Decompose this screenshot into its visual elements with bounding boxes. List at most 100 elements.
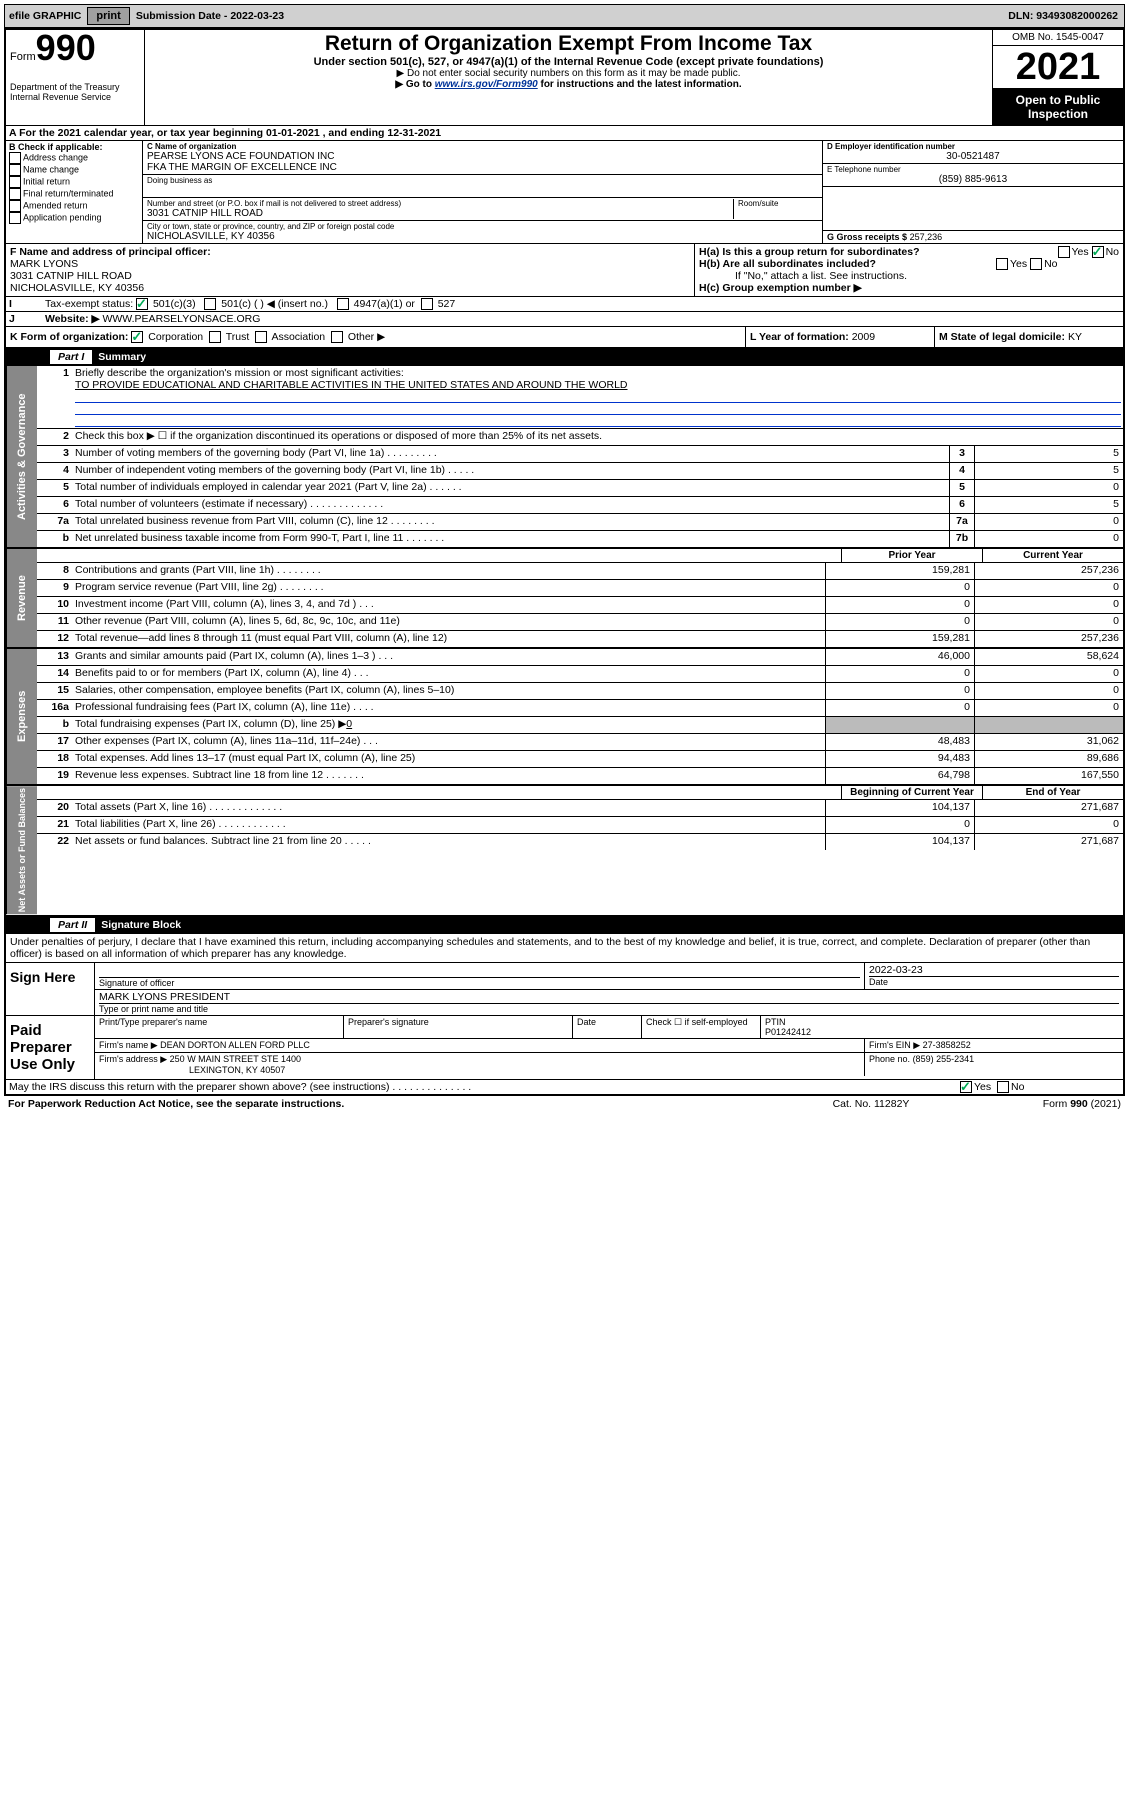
l10-text: Investment income (Part VIII, column (A)…: [73, 597, 825, 613]
l8-prior: 159,281: [825, 563, 974, 579]
expenses: Expenses 13Grants and similar amounts pa…: [6, 647, 1123, 784]
efile-label: efile GRAPHIC: [5, 10, 85, 22]
cb-other[interactable]: [331, 331, 343, 343]
l3-val: 5: [974, 446, 1123, 462]
ha-yes[interactable]: [1058, 246, 1070, 258]
l8-text: Contributions and grants (Part VIII, lin…: [73, 563, 825, 579]
opt-assoc: Association: [271, 331, 325, 343]
prep-name-lbl: Print/Type preparer's name: [95, 1016, 344, 1038]
secb-label: Check if applicable:: [18, 142, 103, 152]
l15-curr: 0: [974, 683, 1123, 699]
print-button[interactable]: print: [87, 7, 129, 25]
checkbox-amended[interactable]: [9, 200, 21, 212]
cb-corp[interactable]: [131, 331, 143, 343]
name-lbl: C Name of organization: [147, 142, 818, 151]
checkbox-pending[interactable]: [9, 212, 21, 224]
form-container: Form990 Department of the Treasury Inter…: [4, 28, 1125, 1096]
l16a-curr: 0: [974, 700, 1123, 716]
discuss-yes[interactable]: [960, 1081, 972, 1093]
l9-prior: 0: [825, 580, 974, 596]
l17-curr: 31,062: [974, 734, 1123, 750]
section-i: I Tax-exempt status: 501(c)(3) 501(c) ( …: [6, 296, 1123, 311]
discuss-no[interactable]: [997, 1081, 1009, 1093]
section-a: A For the 2021 calendar year, or tax yea…: [6, 125, 1123, 140]
checkbox-initial[interactable]: [9, 176, 21, 188]
cb-527[interactable]: [421, 298, 433, 310]
yes-txt: Yes: [1072, 246, 1089, 258]
omb: OMB No. 1545-0047: [993, 30, 1123, 46]
hb-no[interactable]: [1030, 258, 1042, 270]
line16a: 16aProfessional fundraising fees (Part I…: [37, 699, 1123, 716]
line6: 6Total number of volunteers (estimate if…: [37, 496, 1123, 513]
dba-lbl: Doing business as: [147, 176, 818, 185]
rev-head: Prior YearCurrent Year: [37, 549, 1123, 562]
opt-final: Final return/terminated: [23, 188, 114, 198]
firm-addr-lbl: Firm's address ▶: [99, 1054, 167, 1064]
line3: 3Number of voting members of the governi…: [37, 445, 1123, 462]
l12-curr: 257,236: [974, 631, 1123, 647]
dept-text: Department of the Treasury Internal Reve…: [10, 82, 140, 102]
l16b-prior: [825, 717, 974, 733]
m-lbl: M State of legal domicile:: [939, 331, 1065, 343]
phone: (859) 255-2341: [913, 1054, 975, 1064]
city-lbl: City or town, state or province, country…: [147, 222, 818, 231]
eoy-hdr: End of Year: [982, 786, 1123, 799]
footer: For Paperwork Reduction Act Notice, see …: [4, 1096, 1125, 1112]
l13-text: Grants and similar amounts paid (Part IX…: [73, 649, 825, 665]
line8: 8Contributions and grants (Part VIII, li…: [37, 562, 1123, 579]
firm-addr1: 250 W MAIN STREET STE 1400: [170, 1054, 301, 1064]
l21-text: Total liabilities (Part X, line 26) . . …: [73, 817, 825, 833]
cb-501c3[interactable]: [136, 298, 148, 310]
org-city: NICHOLASVILLE, KY 40356: [147, 231, 818, 242]
l6-box: 6: [949, 497, 974, 513]
l13-prior: 46,000: [825, 649, 974, 665]
l19-curr: 167,550: [974, 768, 1123, 784]
header-right: OMB No. 1545-0047 2021 Open to Public In…: [992, 30, 1123, 125]
ein-lbl: D Employer identification number: [827, 142, 1119, 151]
l9-text: Program service revenue (Part VIII, line…: [73, 580, 825, 596]
opt-amended: Amended return: [23, 200, 88, 210]
firm-name-lbl: Firm's name ▶: [99, 1040, 158, 1050]
current-hdr: Current Year: [982, 549, 1123, 562]
line21: 21Total liabilities (Part X, line 26) . …: [37, 816, 1123, 833]
l3-box: 3: [949, 446, 974, 462]
l5-box: 5: [949, 480, 974, 496]
revenue: Revenue Prior YearCurrent Year 8Contribu…: [6, 547, 1123, 647]
line14: 14Benefits paid to or for members (Part …: [37, 665, 1123, 682]
prior-hdr: Prior Year: [841, 549, 982, 562]
checkbox-name[interactable]: [9, 164, 21, 176]
l16a-prior: 0: [825, 700, 974, 716]
opt-name: Name change: [23, 164, 79, 174]
cat-no: Cat. No. 11282Y: [771, 1098, 971, 1110]
l21-curr: 0: [974, 817, 1123, 833]
ptin-lbl: PTIN: [765, 1017, 786, 1027]
checkbox-final[interactable]: [9, 188, 21, 200]
discuss-yes-txt: Yes: [974, 1081, 991, 1093]
l18-curr: 89,686: [974, 751, 1123, 767]
irs-link[interactable]: www.irs.gov/Form990: [435, 79, 538, 90]
hb-yes[interactable]: [996, 258, 1008, 270]
opt-other: Other ▶: [348, 331, 385, 343]
ha-no[interactable]: [1092, 246, 1104, 258]
l-val: 2009: [852, 331, 875, 343]
section-h: H(a) Is this a group return for subordin…: [695, 244, 1123, 296]
cb-4947[interactable]: [337, 298, 349, 310]
vtab-na: Net Assets or Fund Balances: [6, 786, 37, 914]
line19: 19Revenue less expenses. Subtract line 1…: [37, 767, 1123, 784]
cb-501c[interactable]: [204, 298, 216, 310]
line12: 12Total revenue—add lines 8 through 11 (…: [37, 630, 1123, 647]
l7b-box: 7b: [949, 531, 974, 547]
dln: DLN: 93493082000262: [1002, 10, 1124, 22]
line1: 1 Briefly describe the organization's mi…: [37, 366, 1123, 428]
line11: 11Other revenue (Part VIII, column (A), …: [37, 613, 1123, 630]
room-lbl: Room/suite: [738, 199, 818, 208]
part1-num: Part I: [50, 350, 92, 364]
cb-assoc[interactable]: [255, 331, 267, 343]
gross-lbl: G Gross receipts $: [827, 232, 907, 242]
header: Form990 Department of the Treasury Inter…: [6, 30, 1123, 125]
tax-year: 2021: [993, 46, 1123, 89]
checkbox-address[interactable]: [9, 152, 21, 164]
l7a-box: 7a: [949, 514, 974, 530]
cb-trust[interactable]: [209, 331, 221, 343]
prep-check-lbl: Check ☐ if self-employed: [642, 1016, 761, 1038]
